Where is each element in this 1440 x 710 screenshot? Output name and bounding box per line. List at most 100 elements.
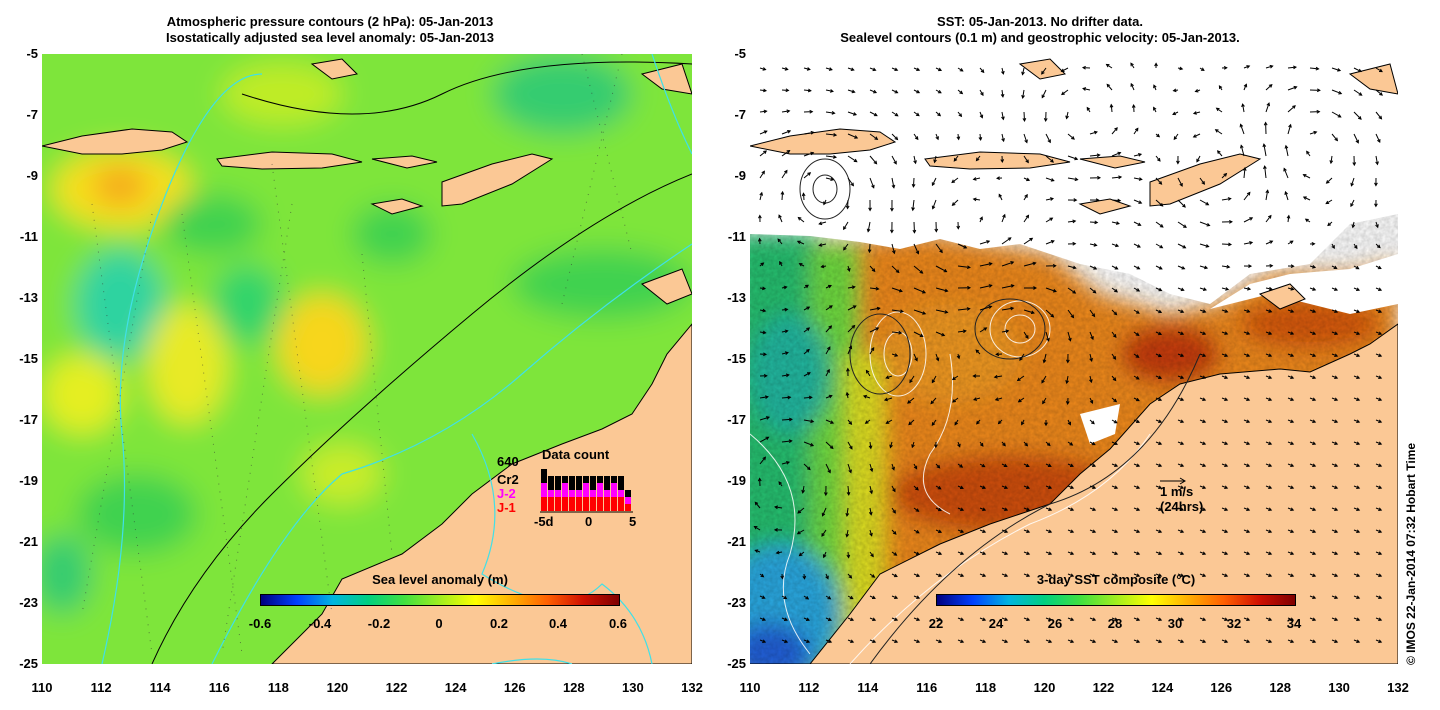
velocity-arrowhead — [914, 136, 919, 141]
velocity-arrow — [1133, 153, 1142, 157]
right-title-line2: Sealevel contours (0.1 m) and geostrophi… — [840, 30, 1240, 45]
velocity-arrowhead — [1302, 174, 1307, 178]
velocity-arrow — [846, 529, 849, 537]
velocity-arrow — [1375, 89, 1383, 96]
velocity-arrowhead — [765, 436, 770, 441]
velocity-arrow — [1001, 307, 1014, 311]
velocity-arrow — [1196, 155, 1201, 162]
velocity-arrowhead — [916, 639, 921, 643]
velocity-arrowhead — [1358, 92, 1363, 96]
left-lat-tick-label: -23 — [19, 595, 38, 610]
velocity-arrowhead — [1106, 83, 1111, 88]
velocity-arrow — [1353, 111, 1362, 120]
velocity-arrow — [1221, 265, 1230, 268]
velocity-arrowhead — [915, 486, 919, 491]
velocity-arrow — [847, 345, 852, 355]
right-lon-tick-label: 114 — [857, 680, 879, 695]
velocity-arrowhead — [825, 575, 829, 580]
velocity-arrow — [869, 111, 878, 117]
sea-level-contours-dark — [799, 158, 1201, 664]
right-lat-tick-label: -15 — [727, 351, 746, 366]
velocity-arrowhead — [1114, 463, 1119, 467]
velocity-arrow — [869, 507, 872, 515]
velocity-arrow — [1177, 177, 1183, 187]
velocity-arrowhead — [993, 374, 998, 379]
velocity-arrow — [891, 287, 903, 292]
velocity-arrowhead — [760, 262, 765, 267]
velocity-arrowhead — [1158, 529, 1163, 533]
velocity-arrow — [803, 441, 814, 447]
velocity-arrowhead — [1180, 617, 1185, 621]
velocity-arrowhead — [1192, 111, 1197, 115]
velocity-arrow — [1263, 144, 1267, 157]
velocity-arrowhead — [938, 551, 943, 555]
velocity-arrowhead — [1086, 106, 1091, 111]
data-count-bar-j1 — [604, 497, 610, 511]
velocity-scale-arrow — [1160, 477, 1186, 485]
velocity-arrowhead — [1378, 551, 1383, 555]
velocity-arrowhead — [1246, 353, 1251, 357]
velocity-arrowhead — [1181, 266, 1186, 270]
velocity-arrowhead — [1019, 357, 1023, 361]
velocity-arrowhead — [1242, 166, 1247, 171]
velocity-arrow — [1375, 111, 1382, 120]
left-lon-tick-label: 120 — [326, 680, 349, 695]
data-count-bar-j2 — [618, 490, 624, 497]
velocity-arrowhead — [1246, 507, 1251, 511]
velocity-arrow — [1155, 221, 1164, 228]
velocity-arrowhead — [1112, 356, 1117, 360]
velocity-arrowhead — [1356, 573, 1361, 577]
velocity-arrowhead — [938, 617, 943, 621]
velocity-scale-sublabel: (24hrs) — [1160, 499, 1204, 514]
velocity-arrow — [1111, 309, 1117, 316]
data-count-axis-label-mid: 0 — [585, 514, 593, 529]
velocity-arrow — [1045, 198, 1054, 201]
velocity-arrowhead — [872, 67, 877, 72]
velocity-arrowhead — [1093, 243, 1098, 247]
velocity-arrowhead — [1375, 161, 1379, 166]
velocity-arrowhead — [1092, 617, 1097, 621]
velocity-arrowhead — [1135, 397, 1140, 402]
velocity-arrow — [1133, 128, 1139, 135]
velocity-arrowhead — [832, 155, 838, 159]
velocity-arrow — [754, 501, 761, 509]
velocity-arrowhead — [931, 182, 936, 187]
velocity-arrowhead — [1136, 529, 1141, 533]
velocity-arrowhead — [1223, 172, 1228, 177]
velocity-arrowhead — [1180, 463, 1185, 467]
velocity-arrowhead — [873, 89, 878, 94]
velocity-arrow — [847, 133, 858, 139]
right-lon-tick-label: 126 — [1210, 680, 1233, 695]
velocity-arrowhead — [1026, 485, 1031, 489]
velocity-arrowhead — [1092, 639, 1097, 643]
velocity-arrowhead — [915, 530, 920, 534]
velocity-arrowhead — [848, 574, 853, 579]
right-lat-tick-label: -13 — [727, 290, 746, 305]
land-masses — [750, 58, 1398, 664]
data-count-bar-j2 — [548, 490, 554, 497]
velocity-arrow — [1023, 262, 1036, 267]
velocity-arrowhead — [960, 617, 965, 621]
velocity-arrowhead — [885, 420, 890, 424]
pressure-contours — [151, 61, 692, 664]
velocity-arrow — [1110, 104, 1113, 113]
velocity-arrowhead — [1010, 261, 1015, 265]
velocity-arrow — [759, 416, 770, 421]
data-count-histogram — [540, 469, 633, 513]
data-count-bar-j1 — [618, 497, 624, 511]
right-lat-tick-label: -25 — [727, 656, 746, 671]
velocity-arrowhead — [1091, 441, 1096, 446]
velocity-arrow — [1177, 243, 1186, 249]
velocity-arrow — [1111, 127, 1118, 135]
velocity-arrowhead — [1138, 152, 1143, 157]
velocity-arrowhead — [1114, 617, 1119, 621]
velocity-arrowhead — [981, 463, 986, 468]
velocity-arrow — [869, 485, 873, 494]
velocity-arrowhead — [784, 169, 788, 174]
data-count-bar-j1 — [576, 497, 582, 511]
velocity-arrowhead — [874, 136, 879, 140]
velocity-arrowhead — [1092, 507, 1097, 511]
velocity-arrowhead — [1131, 103, 1136, 108]
left-lat-tick-label: -19 — [19, 473, 38, 488]
velocity-arrowhead — [1180, 441, 1185, 445]
